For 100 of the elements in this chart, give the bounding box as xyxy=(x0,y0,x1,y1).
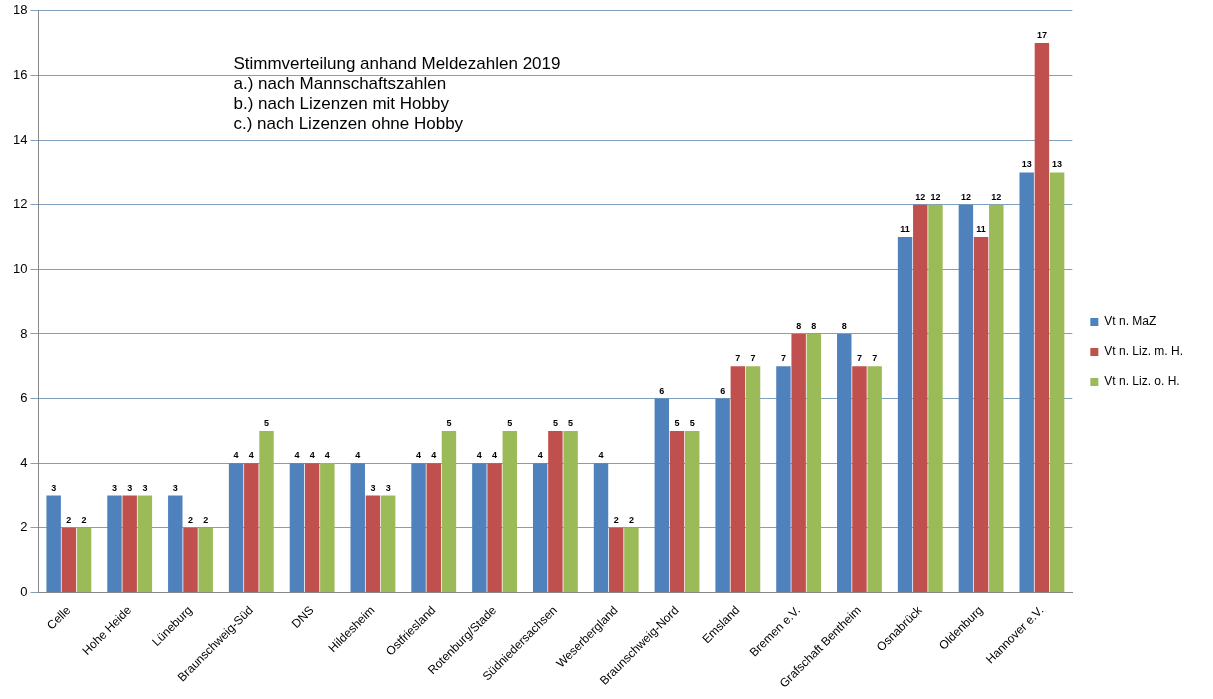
data-label: 7 xyxy=(750,353,756,364)
y-tick-label: 16 xyxy=(12,67,28,83)
data-label: 4 xyxy=(309,450,315,461)
data-label: 2 xyxy=(628,514,634,525)
data-label: 12 xyxy=(915,191,926,202)
y-tick-label: 6 xyxy=(20,390,28,406)
legend-label: Vt n. Liz. o. H. xyxy=(1104,374,1180,389)
data-label: 4 xyxy=(431,450,437,461)
bar xyxy=(502,430,517,592)
data-label: 7 xyxy=(872,353,878,364)
y-tick-label: 8 xyxy=(20,325,28,341)
bar xyxy=(183,527,198,592)
bar xyxy=(989,204,1004,592)
data-label: 13 xyxy=(1021,159,1032,170)
y-tick-label: 0 xyxy=(20,584,28,600)
bar xyxy=(837,333,852,592)
data-label: 7 xyxy=(735,353,741,364)
data-label: 4 xyxy=(416,450,422,461)
data-label: 5 xyxy=(674,417,680,428)
bar xyxy=(548,430,563,592)
data-label: 3 xyxy=(142,482,148,493)
bar xyxy=(593,463,609,592)
bar xyxy=(350,463,365,592)
bar xyxy=(685,430,700,592)
data-label: 5 xyxy=(689,417,695,428)
bar xyxy=(122,495,137,592)
data-label: 4 xyxy=(537,450,543,461)
data-label: 7 xyxy=(780,353,786,364)
data-label: 12 xyxy=(960,191,971,202)
data-label: 4 xyxy=(476,450,482,461)
y-tick-label: 14 xyxy=(12,131,28,147)
bar xyxy=(472,463,487,592)
bar xyxy=(867,366,882,592)
bar xyxy=(791,333,806,592)
bar xyxy=(1019,172,1034,592)
bar xyxy=(61,527,77,592)
data-label: 2 xyxy=(203,514,209,525)
data-label: 3 xyxy=(385,482,391,493)
bar xyxy=(304,463,320,592)
bar xyxy=(76,527,92,592)
bar xyxy=(806,333,822,592)
data-label: 6 xyxy=(659,385,665,396)
data-label: 2 xyxy=(66,514,72,525)
bar xyxy=(852,366,867,592)
bar xyxy=(320,463,335,592)
bar xyxy=(441,430,457,592)
y-tick-label: 12 xyxy=(12,196,28,212)
data-label: 3 xyxy=(172,482,178,493)
bar xyxy=(1049,172,1065,592)
data-label: 5 xyxy=(264,417,270,428)
data-label: 8 xyxy=(796,320,802,331)
data-label: 5 xyxy=(507,417,513,428)
data-label: 7 xyxy=(856,353,862,364)
bar xyxy=(745,366,761,592)
data-label: 5 xyxy=(568,417,574,428)
bar xyxy=(776,366,791,592)
y-tick-label: 18 xyxy=(12,2,28,18)
data-label: 3 xyxy=(127,482,133,493)
bar xyxy=(228,463,244,592)
data-label: 4 xyxy=(355,450,361,461)
bar xyxy=(1034,43,1050,592)
y-tick-label: 10 xyxy=(12,260,28,276)
data-label: 4 xyxy=(248,450,254,461)
bar xyxy=(137,495,153,592)
bar xyxy=(198,527,213,592)
bar xyxy=(259,430,274,592)
data-label: 8 xyxy=(811,320,817,331)
data-label: 8 xyxy=(841,320,847,331)
data-label: 3 xyxy=(51,482,57,493)
y-tick-label: 2 xyxy=(20,519,28,535)
bar xyxy=(107,495,122,592)
bar xyxy=(411,463,426,592)
bar xyxy=(365,495,381,592)
annotation: a.) nach Mannschaftszahlen xyxy=(233,73,447,93)
bar xyxy=(928,204,943,592)
bar xyxy=(913,204,928,592)
data-label: 3 xyxy=(111,482,117,493)
bar xyxy=(46,495,61,592)
bar xyxy=(487,463,502,592)
bar xyxy=(426,463,441,592)
data-label: 4 xyxy=(294,450,300,461)
legend-label: Vt n. Liz. m. H. xyxy=(1104,344,1183,359)
data-label: 4 xyxy=(324,450,330,461)
bar xyxy=(958,204,974,592)
data-label: 3 xyxy=(370,482,376,493)
data-label: 6 xyxy=(720,385,726,396)
data-label: 2 xyxy=(81,514,87,525)
bar xyxy=(168,495,183,592)
bar xyxy=(973,237,989,592)
bar xyxy=(669,430,685,592)
data-label: 13 xyxy=(1052,159,1063,170)
data-label: 2 xyxy=(187,514,194,525)
data-label: 4 xyxy=(492,450,498,461)
data-label: 4 xyxy=(598,450,604,461)
bar xyxy=(380,495,396,592)
data-label: 17 xyxy=(1036,30,1047,41)
bar xyxy=(897,237,913,592)
legend-label: Vt n. MaZ xyxy=(1104,314,1157,329)
bar xyxy=(654,398,670,592)
bar xyxy=(244,463,259,592)
